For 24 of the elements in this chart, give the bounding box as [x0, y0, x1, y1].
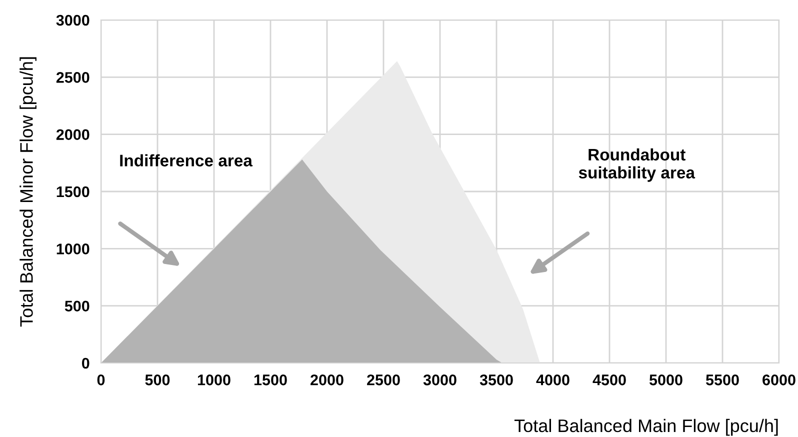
y-tick-label: 1000 [56, 244, 90, 254]
y-tick-label: 2500 [56, 72, 90, 83]
x-tick-label: 3000 [423, 374, 456, 386]
x-tick-label: 2000 [310, 374, 344, 386]
x-tick-label: 5000 [649, 374, 682, 386]
x-tick-label: 500 [145, 374, 170, 386]
x-tick-label: 1000 [198, 374, 230, 386]
y-tick-label: 1500 [56, 186, 90, 198]
x-tick-label: 1500 [254, 374, 287, 386]
x-tick-label: 4000 [536, 374, 570, 386]
y-tick-label: 3000 [56, 14, 90, 26]
y-axis-title: Total Balanced Minor Flow [pcu/h] [20, 57, 36, 327]
x-tick-label: 5500 [706, 374, 739, 386]
x-tick-label: 4500 [592, 374, 626, 386]
annotation: Indifference area [120, 154, 253, 166]
x-tick-label: 2500 [367, 374, 400, 386]
y-tick-label: 2000 [56, 129, 90, 140]
x-tick-label: 6000 [762, 374, 796, 386]
y-tick-label: 500 [64, 300, 90, 312]
x-tick-label: 3500 [480, 374, 513, 386]
annotation: Roundabout suitability area [578, 148, 696, 182]
x-tick-label: 0 [97, 374, 105, 386]
y-tick-label: 0 [82, 358, 90, 369]
x-axis-title: Total Balanced Main Flow [pcu/h] [514, 418, 778, 436]
